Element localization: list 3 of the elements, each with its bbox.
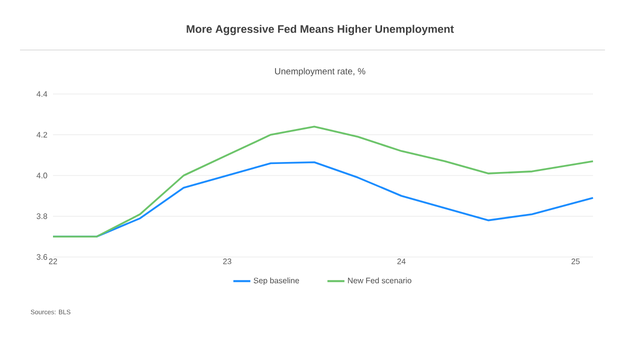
chart-subtitle: Unemployment rate, % <box>275 68 366 76</box>
chart-title: More Aggressive Fed Means Higher Unemployment <box>186 24 454 36</box>
line-series <box>52 126 594 238</box>
